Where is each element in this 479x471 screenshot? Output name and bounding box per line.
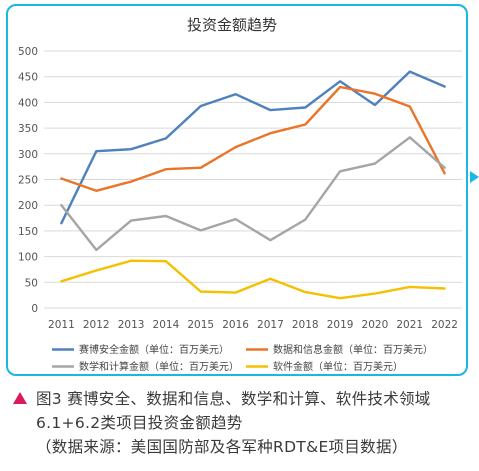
y-tick-label: 500 (18, 46, 38, 58)
x-tick-label: 2011 (48, 319, 75, 331)
legend-label: 赛博安全金额（单位：百万美元） (79, 343, 229, 356)
x-tick-label: 2018 (292, 319, 319, 331)
x-tick-label: 2019 (327, 319, 354, 331)
x-tick-label: 2014 (153, 319, 180, 331)
x-tick-label: 2015 (187, 319, 214, 331)
figure-caption-line-1: 图3 赛博安全、数据和信息、数学和计算、软件技术领域 (36, 390, 431, 408)
y-tick-label: 450 (18, 72, 38, 84)
series-line-1 (60, 70, 446, 225)
figure-caption-line-2: 6.1+6.2类项目投资金额趋势 (36, 414, 243, 432)
x-tick-label: 2022 (431, 319, 458, 331)
legend-label: 数据和信息金额（单位：百万美元） (273, 343, 433, 356)
chart-frame (6, 4, 468, 376)
y-tick-label: 300 (18, 149, 38, 161)
y-tick-label: 0 (31, 303, 38, 315)
x-tick-label: 2012 (83, 319, 110, 331)
legend-label: 软件金额（单位：百万美元） (273, 360, 403, 373)
series-line-2 (60, 85, 446, 193)
x-tick-label: 2021 (396, 319, 423, 331)
y-tick-label: 400 (18, 97, 38, 109)
y-tick-label: 250 (18, 175, 38, 187)
y-tick-label: 350 (18, 123, 38, 135)
line-chart: 投资金额趋势 0 50 100 150 200 250 300 350 400 450 500 201… (18, 16, 462, 373)
x-tick-label: 2013 (118, 319, 145, 331)
y-tick-label: 200 (18, 200, 38, 212)
y-tick-label: 100 (18, 252, 38, 264)
x-tick-label: 2016 (222, 319, 249, 331)
caption-triangle-icon (13, 392, 27, 404)
y-tick-label: 50 (25, 277, 38, 289)
series-line-3 (60, 136, 446, 252)
figure-caption-line-3: （数据来源：美国国防部及各军种RDT&E项目数据） (36, 438, 408, 456)
x-tick-label: 2017 (257, 319, 284, 331)
x-tick-label: 2020 (362, 319, 389, 331)
legend-label: 数学和计算金额（单位：百万美元） (79, 360, 239, 373)
chart-title: 投资金额趋势 (187, 16, 277, 34)
y-tick-label: 150 (18, 226, 38, 238)
decorative-triangle-icon (470, 171, 479, 183)
series-line-4 (60, 259, 446, 300)
